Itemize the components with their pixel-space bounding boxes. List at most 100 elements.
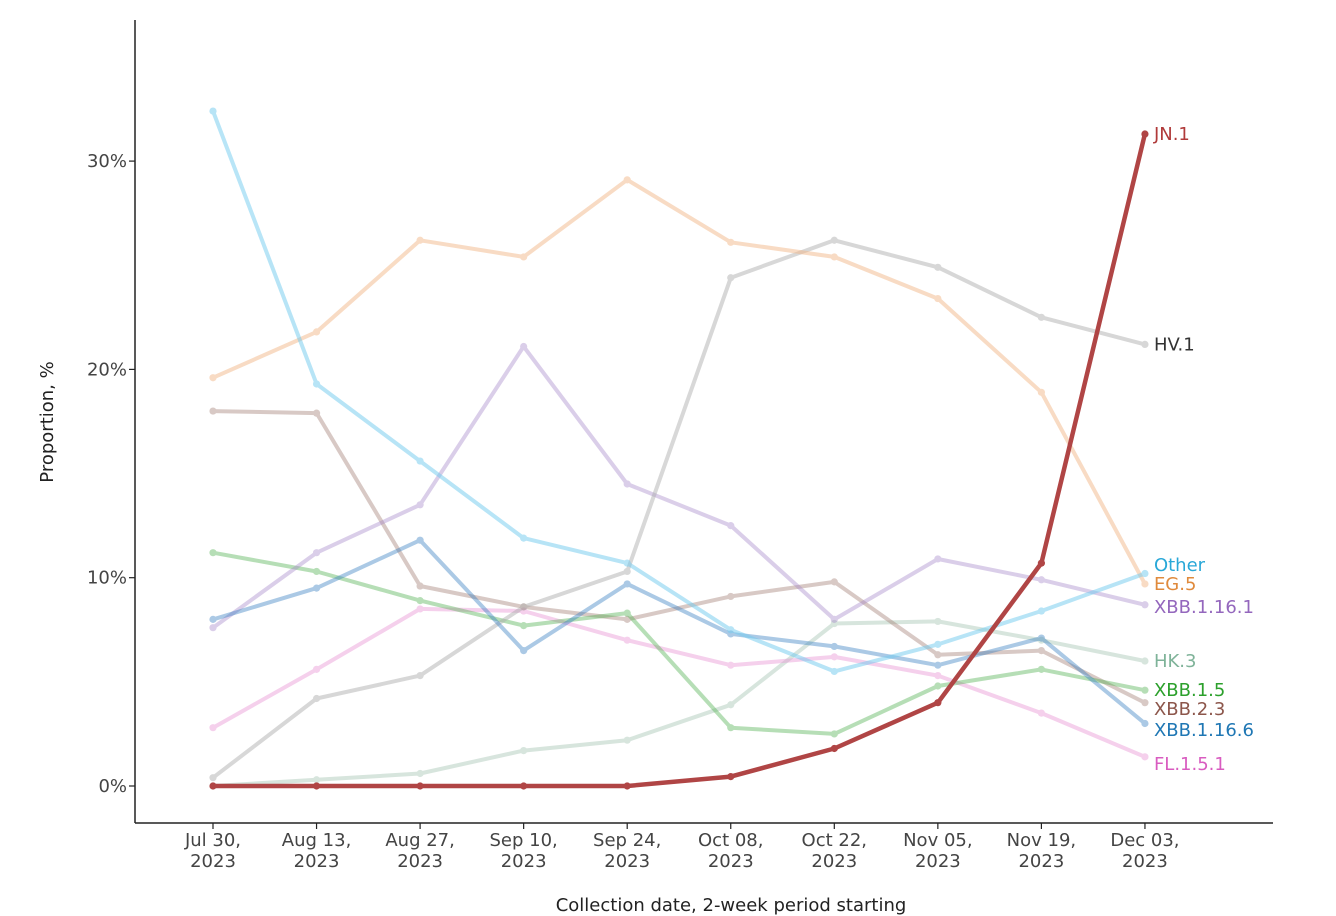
data-point-hk-3 bbox=[934, 617, 942, 626]
data-point-jn-1 bbox=[209, 782, 217, 790]
x-tick-label: 2023 bbox=[501, 851, 547, 872]
data-point-xbb-1-16-6 bbox=[209, 615, 217, 623]
series-label-other: Other bbox=[1154, 555, 1206, 576]
data-point-xbb-1-5 bbox=[520, 622, 528, 630]
series-label-jn-1: JN.1 bbox=[1153, 124, 1190, 145]
data-point-hv-1 bbox=[209, 774, 217, 782]
data-point-eg-5 bbox=[1141, 580, 1149, 588]
data-point-xbb-1-5 bbox=[934, 682, 942, 690]
x-tick-label: 2023 bbox=[811, 851, 857, 872]
data-point-jn-1 bbox=[312, 782, 321, 790]
x-tick-label: 2023 bbox=[915, 851, 961, 872]
data-point-other bbox=[1037, 607, 1045, 615]
data-point-other bbox=[623, 559, 631, 567]
x-tick-label: Jul 30, bbox=[184, 830, 241, 851]
data-point-xbb-1-16-6 bbox=[416, 536, 424, 544]
series-xbb-1-16-1 bbox=[209, 342, 1149, 632]
data-point-hk-3 bbox=[416, 769, 424, 778]
x-tick-label: Aug 13, bbox=[282, 830, 352, 851]
data-point-xbb-1-16-6 bbox=[1037, 634, 1045, 642]
data-point-jn-1 bbox=[1141, 130, 1149, 138]
data-point-jn-1 bbox=[1037, 559, 1045, 567]
x-tick-label: Sep 24, bbox=[593, 830, 661, 851]
x-tick-label: Sep 10, bbox=[490, 830, 558, 851]
series-xbb-1-5 bbox=[209, 549, 1149, 738]
series-line-xbb-1-16-1 bbox=[211, 344, 1147, 630]
data-point-jn-1 bbox=[934, 699, 942, 707]
data-point-eg-5 bbox=[416, 236, 424, 244]
data-point-xbb-1-5 bbox=[623, 609, 631, 617]
data-point-hv-1 bbox=[1141, 340, 1149, 349]
data-point-hv-1 bbox=[520, 603, 528, 611]
series-line-fl-1-5-1 bbox=[211, 606, 1147, 759]
data-point-jn-1 bbox=[520, 782, 528, 790]
data-point-xbb-1-5 bbox=[312, 567, 321, 576]
data-point-xbb-1-16-1 bbox=[312, 549, 321, 557]
data-point-fl-1-5-1 bbox=[1141, 753, 1149, 761]
x-tick-label: Oct 22, bbox=[802, 830, 867, 851]
data-point-fl-1-5-1 bbox=[209, 724, 217, 732]
data-point-other bbox=[312, 380, 321, 388]
data-point-jn-1 bbox=[416, 782, 424, 790]
data-point-hv-1 bbox=[312, 694, 321, 703]
data-point-jn-1 bbox=[727, 773, 735, 781]
x-tick-label: Nov 05, bbox=[903, 830, 972, 851]
series-line-hv-1 bbox=[211, 238, 1147, 780]
y-axis-title: Proportion, % bbox=[37, 361, 58, 482]
data-point-eg-5 bbox=[934, 294, 942, 303]
data-point-hk-3 bbox=[727, 701, 735, 709]
data-point-xbb-1-16-6 bbox=[623, 580, 631, 588]
x-tick-label: 2023 bbox=[1018, 851, 1064, 872]
x-tick-label: 2023 bbox=[397, 851, 443, 872]
data-point-xbb-1-16-6 bbox=[934, 661, 942, 669]
data-point-xbb-1-5 bbox=[416, 597, 424, 605]
data-point-fl-1-5-1 bbox=[520, 607, 528, 615]
series-line-xbb-2-3 bbox=[211, 409, 1147, 705]
x-tick-label: 2023 bbox=[190, 851, 236, 872]
data-point-xbb-2-3 bbox=[727, 592, 735, 601]
series-eg-5 bbox=[209, 176, 1149, 588]
series-hk-3 bbox=[209, 617, 1149, 790]
data-point-eg-5 bbox=[209, 374, 217, 382]
series-label-eg-5: EG.5 bbox=[1154, 574, 1197, 595]
data-point-hk-3 bbox=[830, 619, 838, 628]
data-point-xbb-1-5 bbox=[1037, 665, 1045, 673]
y-tick-label: 20% bbox=[87, 359, 127, 380]
x-tick-label: Aug 27, bbox=[385, 830, 455, 851]
data-point-eg-5 bbox=[727, 238, 735, 246]
data-point-xbb-2-3 bbox=[623, 615, 631, 623]
data-point-jn-1 bbox=[623, 782, 631, 790]
series-line-xbb-1-16-6 bbox=[211, 538, 1147, 726]
data-point-fl-1-5-1 bbox=[312, 665, 321, 673]
data-point-hv-1 bbox=[830, 236, 838, 244]
data-point-xbb-2-3 bbox=[520, 603, 528, 611]
series-lines bbox=[209, 107, 1149, 790]
data-point-hv-1 bbox=[1037, 313, 1045, 321]
data-point-xbb-1-16-1 bbox=[520, 342, 528, 351]
series-label-hk-3: HK.3 bbox=[1154, 651, 1197, 672]
series-label-xbb-2-3: XBB.2.3 bbox=[1154, 699, 1225, 720]
data-point-eg-5 bbox=[623, 176, 631, 184]
data-point-xbb-1-16-6 bbox=[830, 642, 838, 651]
series-xbb-1-16-6 bbox=[209, 536, 1149, 728]
data-point-fl-1-5-1 bbox=[934, 672, 942, 680]
x-tick-label: 2023 bbox=[708, 851, 754, 872]
data-point-xbb-1-16-1 bbox=[727, 522, 735, 530]
data-point-other bbox=[416, 457, 424, 465]
data-point-xbb-1-5 bbox=[727, 724, 735, 732]
x-tick-label: Nov 19, bbox=[1007, 830, 1076, 851]
y-tick-label: 0% bbox=[98, 776, 127, 797]
data-point-xbb-1-16-6 bbox=[312, 584, 321, 592]
series-line-eg-5 bbox=[211, 177, 1147, 586]
data-point-fl-1-5-1 bbox=[1037, 709, 1045, 717]
data-point-xbb-2-3 bbox=[209, 407, 217, 415]
data-point-eg-5 bbox=[520, 253, 528, 261]
series-other bbox=[209, 107, 1149, 676]
data-point-xbb-1-16-1 bbox=[1141, 601, 1149, 609]
data-point-hv-1 bbox=[727, 274, 735, 282]
data-point-xbb-2-3 bbox=[1037, 647, 1045, 655]
data-point-other bbox=[520, 534, 528, 542]
x-tick-label: 2023 bbox=[1122, 851, 1168, 872]
x-axis-title: Collection date, 2-week period starting bbox=[556, 895, 907, 916]
